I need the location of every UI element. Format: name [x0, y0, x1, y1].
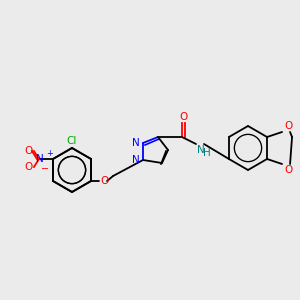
- Text: O: O: [284, 121, 292, 131]
- Text: N: N: [132, 155, 140, 165]
- Text: O: O: [284, 165, 292, 175]
- Text: H: H: [203, 148, 211, 158]
- Text: +: +: [46, 149, 53, 158]
- Text: Cl: Cl: [67, 136, 77, 146]
- Text: O: O: [100, 176, 108, 186]
- Text: N: N: [132, 138, 140, 148]
- Text: O: O: [25, 162, 33, 172]
- Text: O: O: [25, 146, 33, 156]
- Text: N: N: [36, 154, 44, 164]
- Text: O: O: [179, 112, 187, 122]
- Text: −: −: [41, 164, 49, 174]
- Text: N: N: [197, 145, 205, 155]
